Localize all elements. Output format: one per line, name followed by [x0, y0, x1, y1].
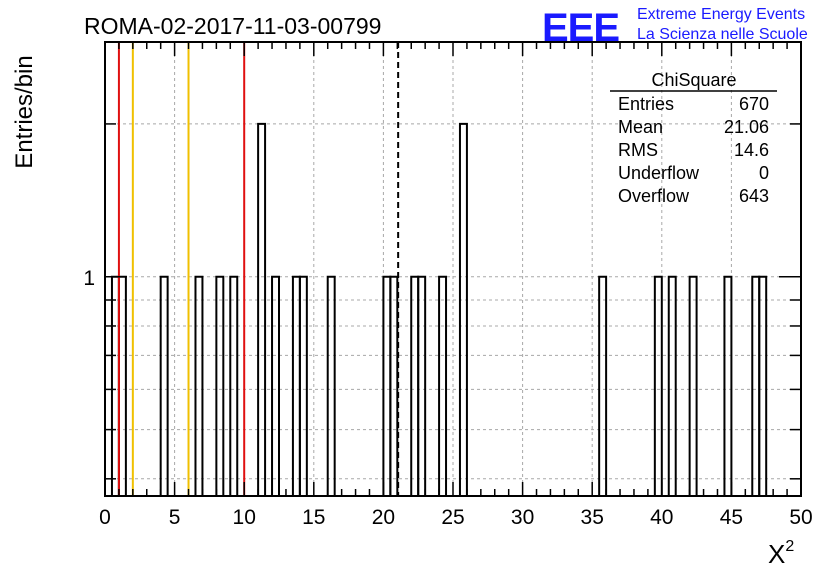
x-tick-label: 10	[233, 506, 256, 529]
histogram-bin	[758, 275, 768, 496]
stats-row-value: 21.06	[724, 117, 769, 137]
histogram-bin	[723, 275, 733, 496]
histogram-bin	[194, 275, 204, 496]
x-tick-label: 5	[169, 506, 181, 529]
stats-row-value: 14.6	[734, 140, 769, 160]
histogram-bin	[291, 275, 301, 496]
stats-row-value: 643	[739, 186, 769, 206]
x-tick-label: 20	[372, 506, 395, 529]
histogram-bin	[688, 275, 698, 496]
histogram-bin	[298, 275, 308, 496]
axis-tick-labels: 0 5 10 15 20 25 30 35 40 45 50 1	[83, 267, 812, 529]
histogram-bin	[653, 275, 663, 496]
histogram-bin	[271, 275, 280, 496]
histogram-bin	[751, 275, 761, 496]
x-tick-label: 25	[441, 506, 464, 529]
x-tick-label: 15	[302, 506, 325, 529]
stats-box: ChiSquare Entries 670 Mean 21.06 RMS 14.6 Unde…	[610, 70, 777, 206]
histogram-bin	[438, 275, 448, 496]
x-axis-label-superscript: 2	[785, 538, 794, 555]
chart-title: ROMA-02-2017-11-03-00799	[84, 13, 381, 39]
axis-ticks	[104, 42, 802, 496]
histogram-bin	[257, 122, 267, 496]
y-axis-label: Entries/bin	[11, 55, 38, 168]
histogram-bin	[410, 275, 420, 496]
histogram-bin	[215, 275, 225, 496]
x-axis-label-base: X	[768, 539, 785, 569]
stats-row-label: Mean	[618, 117, 663, 137]
histogram-bin	[382, 275, 392, 496]
histogram-bin	[417, 275, 427, 496]
histogram-bin	[110, 275, 120, 496]
eee-logo-line1: Extreme Energy Events	[637, 6, 805, 23]
stats-box-title: ChiSquare	[651, 70, 736, 90]
histogram-bin	[389, 275, 399, 496]
x-axis-label: X2	[768, 538, 794, 569]
stats-row-label: Overflow	[618, 186, 690, 206]
histogram-bin	[326, 275, 336, 496]
eee-logo: EEE Extreme Energy Events La Scienza nel…	[542, 6, 808, 50]
x-tick-label: 45	[720, 506, 743, 529]
stats-row-value: 0	[759, 163, 769, 183]
histogram-bin	[117, 275, 127, 496]
histogram-bin	[229, 275, 239, 496]
x-tick-label: 35	[581, 506, 604, 529]
stats-row-value: 670	[739, 94, 769, 114]
x-tick-label: 40	[650, 506, 673, 529]
histogram-bars	[110, 122, 768, 496]
stats-row-label: Underflow	[618, 163, 700, 183]
y-tick-label: 1	[83, 267, 95, 290]
eee-logo-mark: EEE	[542, 6, 619, 50]
stats-box-rows: Entries 670 Mean 21.06 RMS 14.6 Underflow 0 Over…	[618, 94, 769, 206]
eee-logo-line2: La Scienza nelle Scuole	[637, 26, 808, 43]
stats-row-label: Entries	[618, 94, 674, 114]
histogram-bin	[159, 275, 169, 496]
stats-row-label: RMS	[618, 140, 658, 160]
histogram-bin	[458, 122, 468, 496]
histogram-bin	[598, 275, 608, 496]
x-tick-label: 50	[789, 506, 812, 529]
x-tick-label: 30	[511, 506, 534, 529]
reference-lines	[117, 42, 400, 496]
x-tick-label: 0	[99, 506, 111, 529]
histogram-bin	[667, 275, 677, 496]
